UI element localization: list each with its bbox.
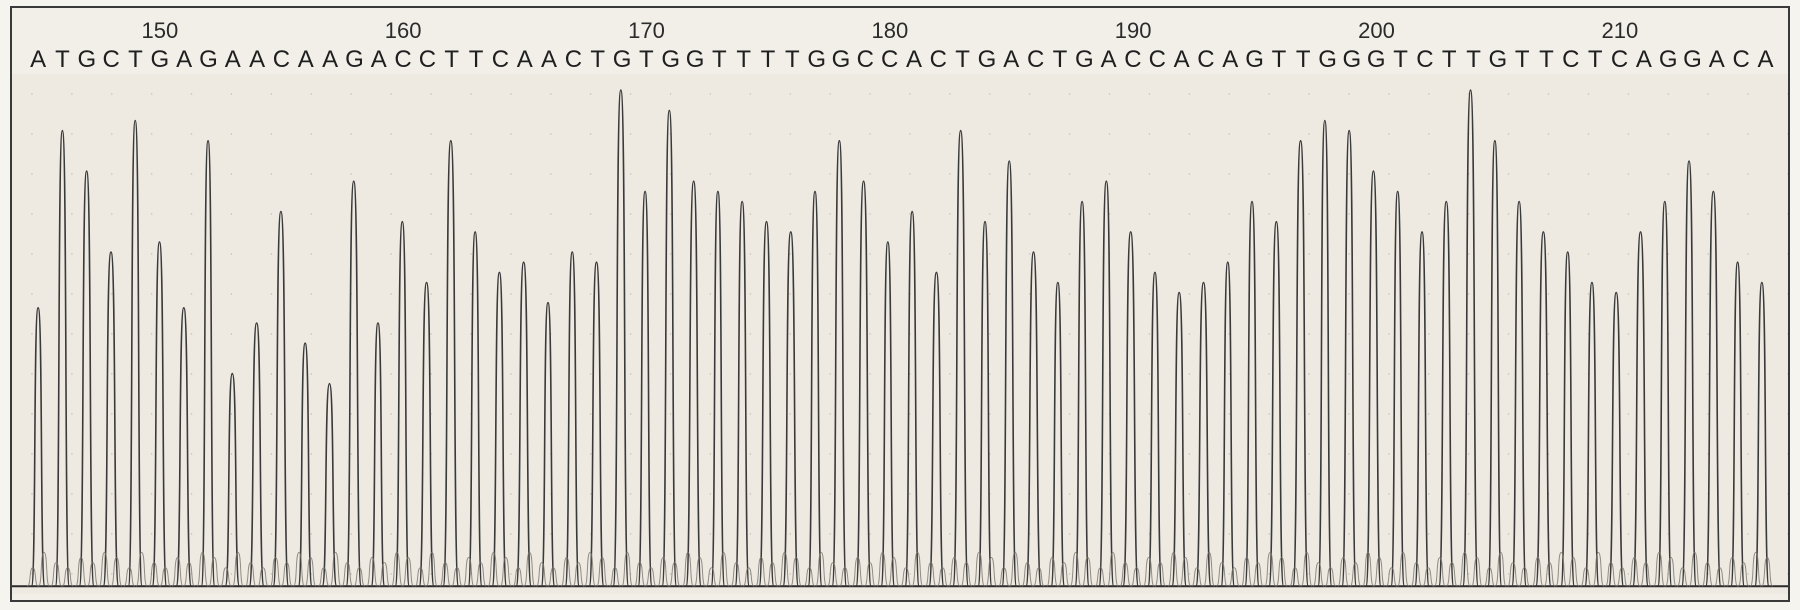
base-call: G <box>610 46 634 74</box>
base-call: T <box>1534 46 1558 74</box>
base-call: A <box>1753 46 1777 74</box>
base-call: T <box>1388 46 1412 74</box>
base-call: T <box>732 46 756 74</box>
base-call: G <box>1680 46 1704 74</box>
base-call: A <box>1169 46 1193 74</box>
base-call: G <box>1486 46 1510 74</box>
base-call-sequence: ATGCTGAGAACAAGACCTTCAACTGTGGTTTTGGCCACTG… <box>12 46 1788 76</box>
base-call: T <box>464 46 488 74</box>
base-call: T <box>1048 46 1072 74</box>
ruler-tick-150: 150 <box>141 18 178 44</box>
base-call: G <box>148 46 172 74</box>
chromatogram-plot <box>12 74 1788 594</box>
ruler-tick-170: 170 <box>628 18 665 44</box>
base-call: A <box>221 46 245 74</box>
base-call: A <box>1218 46 1242 74</box>
base-call: G <box>1340 46 1364 74</box>
base-call: A <box>318 46 342 74</box>
base-call: G <box>1315 46 1339 74</box>
base-call: A <box>172 46 196 74</box>
ruler-tick-190: 190 <box>1115 18 1152 44</box>
base-call: A <box>245 46 269 74</box>
base-call: C <box>561 46 585 74</box>
base-call: T <box>50 46 74 74</box>
base-call: G <box>1364 46 1388 74</box>
base-call: A <box>294 46 318 74</box>
base-call: T <box>780 46 804 74</box>
base-call: A <box>999 46 1023 74</box>
base-call: A <box>1705 46 1729 74</box>
base-call: G <box>975 46 999 74</box>
base-call: G <box>342 46 366 74</box>
base-call: T <box>1267 46 1291 74</box>
base-call: C <box>1413 46 1437 74</box>
ruler-tick-210: 210 <box>1601 18 1638 44</box>
base-call: A <box>513 46 537 74</box>
base-call: T <box>1291 46 1315 74</box>
base-call: G <box>829 46 853 74</box>
base-call: C <box>1607 46 1631 74</box>
chromatogram-svg <box>12 74 1788 594</box>
base-call: T <box>756 46 780 74</box>
base-call: C <box>1559 46 1583 74</box>
base-call: C <box>391 46 415 74</box>
base-call: T <box>1510 46 1534 74</box>
base-call: A <box>1632 46 1656 74</box>
base-call: C <box>853 46 877 74</box>
base-call: G <box>1656 46 1680 74</box>
base-call: G <box>659 46 683 74</box>
base-call: G <box>805 46 829 74</box>
base-call: A <box>902 46 926 74</box>
base-call: G <box>196 46 220 74</box>
base-call: G <box>75 46 99 74</box>
base-call: C <box>926 46 950 74</box>
ruler-tick-200: 200 <box>1358 18 1395 44</box>
base-call: C <box>1145 46 1169 74</box>
base-call: C <box>1121 46 1145 74</box>
base-call: T <box>950 46 974 74</box>
ruler-tick-180: 180 <box>871 18 908 44</box>
base-call: C <box>1729 46 1753 74</box>
base-call: T <box>440 46 464 74</box>
base-call: C <box>1023 46 1047 74</box>
base-call: C <box>415 46 439 74</box>
base-call: T <box>586 46 610 74</box>
base-call: G <box>683 46 707 74</box>
base-call: T <box>1437 46 1461 74</box>
base-call: C <box>488 46 512 74</box>
base-call: T <box>123 46 147 74</box>
base-call: T <box>707 46 731 74</box>
ruler-tick-160: 160 <box>385 18 422 44</box>
base-call: A <box>367 46 391 74</box>
base-call: T <box>1461 46 1485 74</box>
chromatogram-frame: 150160170180190200210 ATGCTGAGAACAAGACCT… <box>10 6 1790 602</box>
base-call: T <box>1583 46 1607 74</box>
base-call: G <box>1072 46 1096 74</box>
base-call: C <box>877 46 901 74</box>
base-call: C <box>269 46 293 74</box>
base-call: A <box>1096 46 1120 74</box>
base-call: A <box>26 46 50 74</box>
base-call: C <box>1194 46 1218 74</box>
position-ruler: 150 160 170 180 190 200 210 <box>12 18 1788 44</box>
base-call: G <box>1242 46 1266 74</box>
base-call: A <box>537 46 561 74</box>
base-call: C <box>99 46 123 74</box>
base-call: T <box>634 46 658 74</box>
